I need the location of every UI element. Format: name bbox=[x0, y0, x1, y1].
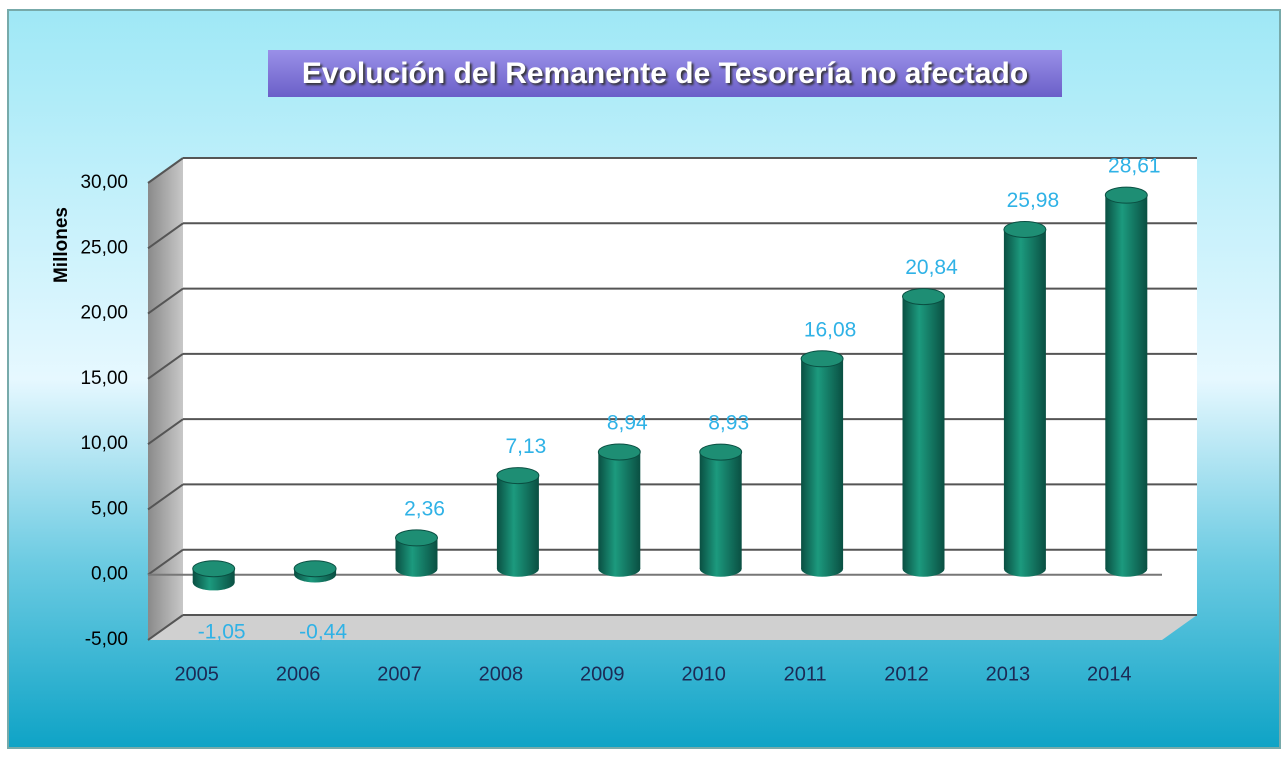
y-tick-label: -5,00 bbox=[85, 629, 128, 650]
bar-bottom bbox=[801, 560, 844, 577]
bar-bottom bbox=[395, 560, 438, 577]
grid-line bbox=[147, 548, 184, 576]
bar-bottom bbox=[699, 560, 742, 577]
x-tick-label: 2013 bbox=[986, 663, 1031, 685]
title-box bbox=[268, 50, 1062, 97]
floor bbox=[148, 615, 1197, 640]
bar bbox=[801, 358, 844, 569]
x-tick-label: 2005 bbox=[174, 663, 219, 685]
bar-top bbox=[192, 560, 236, 578]
x-tick-label: 2014 bbox=[1087, 663, 1132, 685]
x-tick-label: 2012 bbox=[884, 663, 929, 685]
bar-top bbox=[699, 443, 743, 461]
y-tick-label: 0,00 bbox=[91, 564, 128, 585]
y-tick-label: 20,00 bbox=[80, 303, 128, 324]
value-label: 20,84 bbox=[905, 256, 958, 279]
bar-top bbox=[395, 529, 438, 547]
grid-line bbox=[147, 287, 184, 315]
bar-bottom bbox=[598, 560, 641, 577]
value-label: 16,08 bbox=[804, 318, 857, 341]
value-label: 8,94 bbox=[607, 412, 648, 435]
chart-title: Evolución del Remanente de Tesorería no … bbox=[302, 57, 1028, 90]
bar-bottom bbox=[902, 560, 945, 577]
bar-top bbox=[597, 443, 641, 461]
value-label: 8,93 bbox=[708, 412, 749, 435]
bar-top bbox=[800, 350, 844, 368]
bar bbox=[496, 475, 539, 569]
bar bbox=[902, 296, 945, 569]
grid-line bbox=[147, 353, 184, 380]
value-label: 28,61 bbox=[1108, 155, 1161, 178]
bar-top bbox=[1003, 220, 1047, 238]
grid-line bbox=[147, 614, 184, 641]
bar-top bbox=[1104, 186, 1148, 204]
value-label: 7,13 bbox=[505, 435, 546, 458]
y-tick-label: 30,00 bbox=[80, 172, 128, 193]
bar-bottom bbox=[1105, 560, 1148, 577]
bar bbox=[598, 451, 641, 569]
bar-bottom bbox=[192, 574, 235, 591]
bar bbox=[699, 452, 742, 569]
side-wall bbox=[148, 158, 183, 640]
x-tick-label: 2010 bbox=[681, 663, 726, 685]
value-label: 2,36 bbox=[404, 497, 445, 520]
bar-top bbox=[902, 288, 945, 306]
x-tick-label: 2011 bbox=[784, 663, 827, 685]
grid-line bbox=[147, 483, 184, 511]
y-tick-label: 25,00 bbox=[80, 237, 128, 258]
value-label: -1,05 bbox=[198, 621, 246, 644]
bar-bottom bbox=[1003, 560, 1046, 577]
x-tick-label: 2009 bbox=[580, 663, 625, 685]
y-axis-title: Millones bbox=[51, 207, 72, 283]
value-label: 25,98 bbox=[1007, 189, 1060, 212]
grid-line bbox=[147, 157, 184, 184]
y-tick-label: 5,00 bbox=[91, 498, 128, 519]
grid-line bbox=[147, 222, 184, 250]
x-tick-label: 2006 bbox=[276, 663, 321, 685]
y-tick-label: 15,00 bbox=[80, 368, 128, 389]
bar-top bbox=[496, 467, 540, 485]
y-tick-label: 10,00 bbox=[80, 433, 128, 454]
x-tick-label: 2007 bbox=[377, 663, 422, 685]
bar bbox=[1003, 229, 1046, 569]
x-tick-label: 2008 bbox=[479, 663, 524, 685]
bar-bottom bbox=[496, 560, 539, 577]
bar-top bbox=[293, 560, 337, 578]
grid-line bbox=[147, 418, 184, 445]
value-label: -0,44 bbox=[299, 621, 347, 644]
bar bbox=[1105, 195, 1148, 569]
